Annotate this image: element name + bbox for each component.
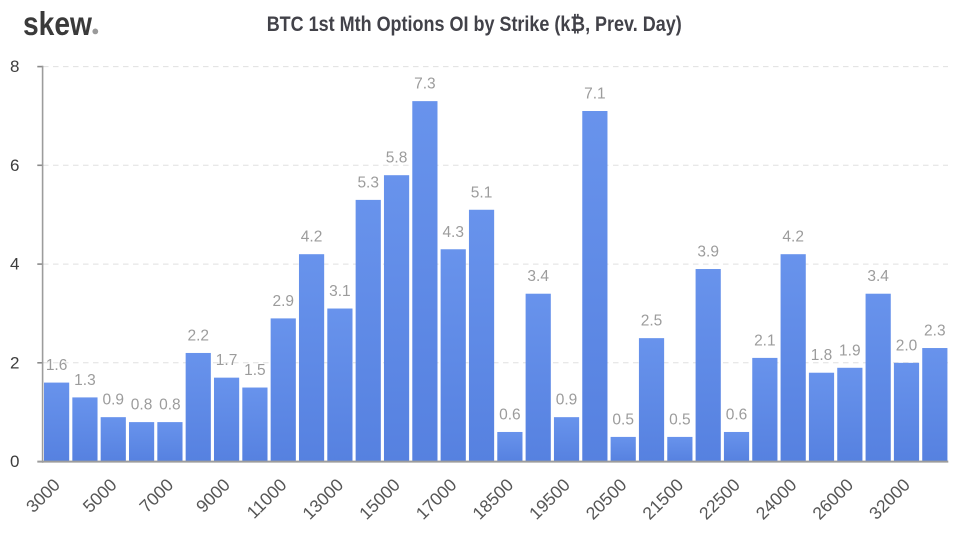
svg-text:6: 6 bbox=[10, 156, 19, 175]
svg-text:5.8: 5.8 bbox=[386, 150, 408, 167]
svg-text:1.9: 1.9 bbox=[839, 342, 861, 359]
svg-text:1.3: 1.3 bbox=[74, 372, 96, 389]
svg-text:13000: 13000 bbox=[298, 475, 347, 524]
svg-text:21500: 21500 bbox=[638, 475, 687, 524]
svg-text:1.8: 1.8 bbox=[811, 347, 833, 364]
svg-text:3.4: 3.4 bbox=[527, 268, 549, 285]
svg-text:18500: 18500 bbox=[468, 475, 517, 524]
svg-text:3000: 3000 bbox=[22, 475, 64, 517]
svg-text:32000: 32000 bbox=[865, 475, 914, 524]
svg-text:2.3: 2.3 bbox=[924, 323, 946, 340]
svg-text:22500: 22500 bbox=[695, 475, 744, 524]
svg-text:skew: skew bbox=[23, 5, 92, 42]
svg-text:17000: 17000 bbox=[412, 475, 461, 524]
svg-text:0.9: 0.9 bbox=[556, 392, 578, 409]
svg-text:1.5: 1.5 bbox=[244, 362, 266, 379]
svg-text:2.2: 2.2 bbox=[187, 327, 209, 344]
svg-text:19500: 19500 bbox=[525, 475, 574, 524]
svg-text:0.5: 0.5 bbox=[669, 411, 691, 428]
svg-text:2.0: 2.0 bbox=[896, 337, 918, 354]
svg-text:1.6: 1.6 bbox=[46, 357, 68, 374]
svg-text:5.3: 5.3 bbox=[357, 174, 379, 191]
svg-text:4.2: 4.2 bbox=[782, 229, 804, 246]
svg-text:5000: 5000 bbox=[79, 475, 121, 517]
svg-text:4.2: 4.2 bbox=[301, 229, 323, 246]
svg-text:0: 0 bbox=[10, 452, 19, 471]
svg-text:4.3: 4.3 bbox=[442, 224, 464, 241]
svg-text:8: 8 bbox=[10, 57, 19, 76]
svg-text:0.8: 0.8 bbox=[159, 397, 181, 414]
svg-text:11000: 11000 bbox=[243, 475, 291, 523]
svg-text:24000: 24000 bbox=[752, 475, 801, 524]
svg-text:1.7: 1.7 bbox=[216, 352, 238, 369]
svg-text:7000: 7000 bbox=[135, 475, 177, 517]
svg-text:2.1: 2.1 bbox=[754, 332, 776, 349]
svg-text:26000: 26000 bbox=[808, 475, 857, 524]
svg-text:2.5: 2.5 bbox=[641, 313, 663, 330]
svg-text:3.4: 3.4 bbox=[867, 268, 889, 285]
svg-text:0.5: 0.5 bbox=[612, 411, 634, 428]
svg-text:5.1: 5.1 bbox=[471, 184, 493, 201]
svg-text:2: 2 bbox=[10, 353, 19, 372]
svg-text:20500: 20500 bbox=[582, 475, 631, 524]
svg-text:7.1: 7.1 bbox=[584, 86, 606, 103]
svg-text:0.6: 0.6 bbox=[499, 406, 521, 423]
svg-text:2.9: 2.9 bbox=[272, 293, 294, 310]
svg-text:0.8: 0.8 bbox=[131, 397, 153, 414]
svg-text:3.1: 3.1 bbox=[329, 283, 351, 300]
svg-text:0.6: 0.6 bbox=[726, 406, 748, 423]
svg-text:3.9: 3.9 bbox=[697, 244, 719, 261]
svg-text:15000: 15000 bbox=[355, 475, 404, 524]
svg-text:7.3: 7.3 bbox=[414, 76, 436, 93]
svg-text:4: 4 bbox=[10, 255, 19, 274]
svg-text:0.9: 0.9 bbox=[102, 392, 124, 409]
svg-text:9000: 9000 bbox=[192, 475, 234, 517]
svg-text:BTC 1st Mth Options OI by Stri: BTC 1st Mth Options OI by Strike (k₿, Pr… bbox=[267, 13, 682, 36]
